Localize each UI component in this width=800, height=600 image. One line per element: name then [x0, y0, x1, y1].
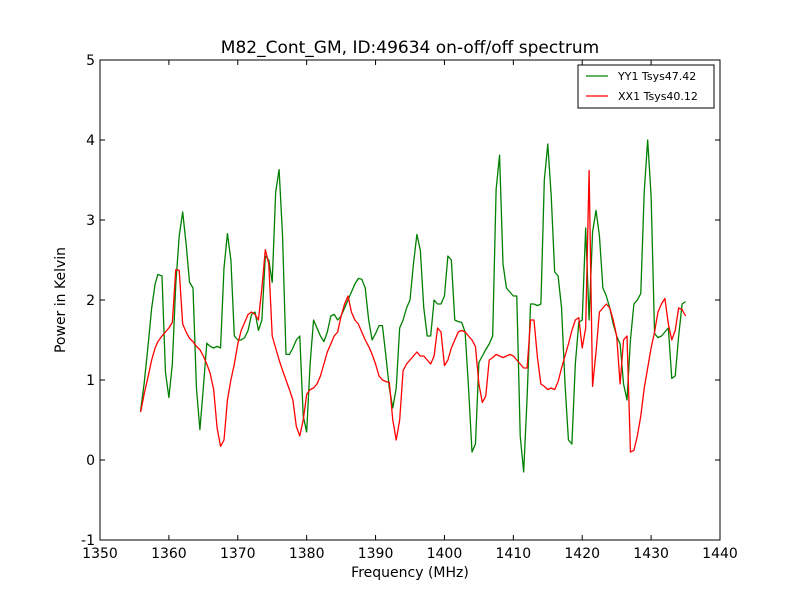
y-tick-label: 0	[86, 453, 95, 469]
y-tick-label: 1	[86, 373, 95, 389]
x-tick-label: 1380	[289, 546, 325, 562]
x-tick-label: 1440	[702, 546, 738, 562]
legend-frame	[577, 64, 715, 109]
y-tick-label: 5	[86, 53, 95, 69]
x-tick-label: 1400	[427, 546, 463, 562]
legend: YY1 Tsys47.42 XX1 Tsys40.12	[577, 64, 715, 109]
y-axis: -1 0 1 2 3 4 5	[81, 53, 720, 549]
legend-label-yy1: YY1 Tsys47.42	[617, 70, 696, 83]
x-tick-label: 1370	[220, 546, 256, 562]
y-tick-label: -1	[81, 533, 95, 549]
chart-title: M82_Cont_GM, ID:49634 on-off/off spectru…	[221, 38, 599, 58]
x-axis-title: Frequency (MHz)	[351, 565, 469, 581]
x-tick-label: 1390	[358, 546, 394, 562]
series-layer	[139, 139, 687, 473]
x-tick-label: 1410	[496, 546, 532, 562]
series-line-yy1	[139, 139, 686, 473]
x-tick-label: 1350	[82, 546, 118, 562]
y-tick-label: 4	[86, 133, 95, 149]
series-line-xx1	[140, 169, 687, 453]
y-axis-title: Power in Kelvin	[53, 247, 69, 353]
x-tick-label: 1360	[151, 546, 187, 562]
x-axis: 1350 1360 1370 1380 1390 1400 1410 1420 1430 1440	[82, 60, 738, 562]
x-tick-label: 1420	[564, 546, 600, 562]
y-tick-label: 3	[86, 213, 95, 229]
legend-label-xx1: XX1 Tsys40.12	[618, 90, 698, 103]
x-tick-label: 1430	[633, 546, 669, 562]
y-tick-label: 2	[86, 293, 95, 309]
